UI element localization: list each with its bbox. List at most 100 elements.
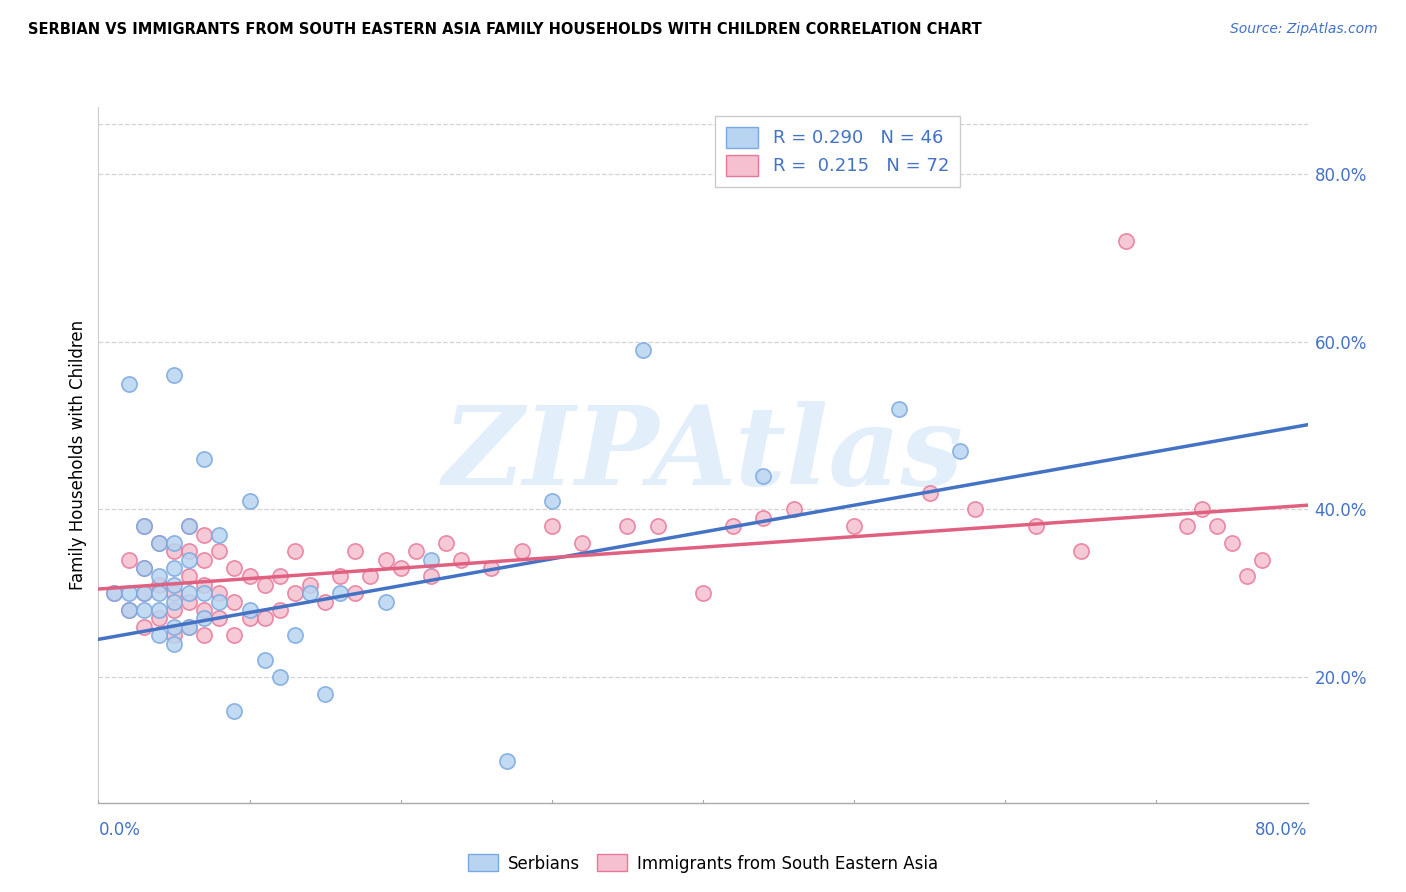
Point — [163, 594, 186, 608]
Text: Source: ZipAtlas.com: Source: ZipAtlas.com — [1230, 22, 1378, 37]
Point — [208, 611, 231, 625]
Point — [179, 594, 201, 608]
Point — [284, 544, 307, 558]
Point — [118, 603, 141, 617]
Point — [163, 586, 186, 600]
Point — [1206, 519, 1229, 533]
Point — [481, 561, 503, 575]
Point — [148, 536, 170, 550]
Point — [193, 552, 215, 566]
Point — [224, 628, 246, 642]
Point — [269, 670, 291, 684]
Point — [510, 544, 533, 558]
Point — [118, 376, 141, 391]
Point — [132, 561, 155, 575]
Point — [163, 620, 186, 634]
Point — [148, 578, 170, 592]
Point — [434, 536, 457, 550]
Point — [103, 586, 125, 600]
Point — [103, 586, 125, 600]
Point — [1220, 536, 1243, 550]
Point — [284, 586, 307, 600]
Point — [299, 586, 322, 600]
Point — [132, 620, 155, 634]
Point — [918, 485, 941, 500]
Point — [239, 603, 262, 617]
Text: 80.0%: 80.0% — [1256, 821, 1308, 838]
Point — [132, 603, 155, 617]
Point — [374, 552, 396, 566]
Point — [420, 552, 443, 566]
Point — [844, 519, 866, 533]
Point — [118, 586, 141, 600]
Point — [253, 578, 276, 592]
Point — [329, 569, 352, 583]
Point — [193, 578, 215, 592]
Point — [179, 586, 201, 600]
Point — [239, 569, 262, 583]
Point — [374, 594, 396, 608]
Point — [132, 519, 155, 533]
Legend: R = 0.290   N = 46, R =  0.215   N = 72: R = 0.290 N = 46, R = 0.215 N = 72 — [716, 116, 960, 186]
Point — [163, 368, 186, 383]
Point — [329, 586, 352, 600]
Point — [118, 552, 141, 566]
Y-axis label: Family Households with Children: Family Households with Children — [69, 320, 87, 590]
Point — [193, 628, 215, 642]
Point — [163, 628, 186, 642]
Point — [148, 569, 170, 583]
Point — [193, 611, 215, 625]
Point — [1251, 552, 1274, 566]
Point — [224, 704, 246, 718]
Text: SERBIAN VS IMMIGRANTS FROM SOUTH EASTERN ASIA FAMILY HOUSEHOLDS WITH CHILDREN CO: SERBIAN VS IMMIGRANTS FROM SOUTH EASTERN… — [28, 22, 981, 37]
Point — [132, 519, 155, 533]
Point — [344, 544, 367, 558]
Point — [571, 536, 593, 550]
Point — [889, 401, 911, 416]
Point — [163, 636, 186, 650]
Point — [193, 452, 215, 467]
Point — [118, 603, 141, 617]
Point — [239, 494, 262, 508]
Point — [1115, 234, 1137, 248]
Point — [723, 519, 745, 533]
Point — [253, 611, 276, 625]
Point — [193, 586, 215, 600]
Point — [132, 561, 155, 575]
Point — [1024, 519, 1046, 533]
Point — [224, 594, 246, 608]
Point — [647, 519, 669, 533]
Point — [208, 544, 231, 558]
Point — [132, 586, 155, 600]
Point — [208, 527, 231, 541]
Point — [208, 594, 231, 608]
Point — [179, 519, 201, 533]
Point — [224, 561, 246, 575]
Point — [495, 754, 517, 768]
Point — [148, 611, 170, 625]
Text: ZIPAtlas: ZIPAtlas — [443, 401, 963, 508]
Point — [284, 628, 307, 642]
Point — [179, 620, 201, 634]
Point — [269, 603, 291, 617]
Point — [1175, 519, 1198, 533]
Point — [949, 443, 972, 458]
Point — [344, 586, 367, 600]
Point — [389, 561, 412, 575]
Point — [1191, 502, 1213, 516]
Text: 0.0%: 0.0% — [98, 821, 141, 838]
Point — [405, 544, 427, 558]
Point — [314, 594, 336, 608]
Point — [1236, 569, 1258, 583]
Point — [631, 343, 654, 358]
Point — [163, 544, 186, 558]
Point — [163, 603, 186, 617]
Point — [692, 586, 714, 600]
Point — [239, 611, 262, 625]
Point — [616, 519, 638, 533]
Point — [253, 653, 276, 667]
Point — [179, 569, 201, 583]
Point — [148, 603, 170, 617]
Point — [163, 578, 186, 592]
Point — [540, 519, 562, 533]
